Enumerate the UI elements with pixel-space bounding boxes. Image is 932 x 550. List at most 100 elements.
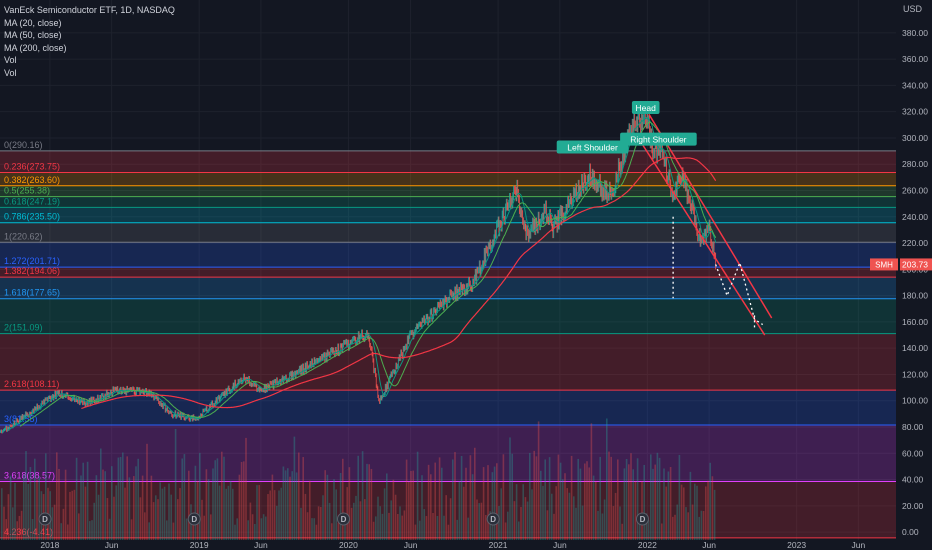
fib-zone	[0, 424, 896, 482]
volume-bar	[405, 459, 408, 540]
volume-bar	[278, 490, 280, 540]
volume-bar	[520, 506, 522, 540]
volume-bar	[656, 452, 659, 540]
volume-bar	[526, 501, 529, 540]
legend-vol-1[interactable]: Vol	[4, 55, 17, 65]
volume-bar	[122, 452, 124, 540]
volume-bar	[192, 513, 194, 540]
pattern-label: Left Shoulder	[567, 142, 618, 152]
volume-bar	[34, 458, 36, 540]
volume-bar	[161, 488, 164, 540]
volume-bar	[566, 488, 568, 540]
volume-bar	[210, 514, 212, 540]
fib-level-label: 2.618(108.11)	[4, 379, 59, 389]
volume-bar	[705, 486, 707, 540]
volume-bar	[348, 467, 351, 540]
volume-bar	[331, 523, 333, 540]
dividend-icon	[337, 512, 351, 526]
current-price-tag	[900, 258, 932, 271]
volume-bar	[344, 523, 346, 540]
volume-bar	[529, 452, 531, 540]
symbol-tag	[870, 258, 898, 271]
volume-bar	[586, 461, 588, 540]
volume-bar	[75, 457, 78, 540]
legend-ma20[interactable]: MA (20, close)	[4, 17, 62, 28]
volume-bar	[544, 459, 546, 540]
volume-bar	[485, 514, 487, 540]
volume-bar	[280, 487, 282, 540]
volume-bar	[289, 476, 291, 540]
dividend-icon	[38, 512, 52, 526]
volume-bar	[58, 468, 60, 540]
fib-level-label: 1.382(194.06)	[4, 266, 60, 276]
volume-bar	[579, 468, 582, 540]
volume-bar	[469, 455, 472, 540]
time-tick-label: 2020	[339, 540, 358, 550]
fib-level-label: 0.382(263.60)	[4, 175, 60, 185]
dividend-icon	[187, 512, 201, 526]
legend-ma50[interactable]: MA (50, close)	[4, 30, 62, 40]
volume-bar	[84, 486, 87, 540]
volume-bar	[240, 461, 243, 540]
legend-ma200[interactable]: MA (200, close)	[4, 42, 67, 53]
pattern-label-box	[620, 132, 697, 146]
time-tick-label: Jun	[852, 540, 866, 550]
volume-bar	[625, 458, 628, 540]
legend-vol-2[interactable]: Vol	[4, 67, 17, 78]
channel-upper-line	[648, 113, 773, 319]
volume-bar	[531, 489, 533, 540]
volume-bar	[496, 463, 498, 540]
volume-bar	[282, 466, 285, 540]
volume-bar	[368, 464, 370, 540]
volume-bar	[194, 465, 197, 540]
volume-bar	[617, 459, 619, 540]
volume-bar	[634, 481, 637, 540]
volume-bar	[333, 479, 335, 540]
price-tick-label: 60.00	[902, 448, 924, 458]
volume-bar	[474, 447, 476, 540]
volume-bar	[366, 463, 368, 540]
volume-bar	[364, 499, 366, 540]
symbol-title[interactable]: VanEck Semiconductor ETF, 1D, NASDAQ	[4, 5, 175, 15]
volume-bar	[652, 468, 654, 540]
volume-bar	[553, 513, 555, 540]
time-tick-label: Jun	[553, 540, 567, 550]
volume-bar	[350, 507, 353, 540]
volume-bar	[322, 495, 324, 540]
volume-bar	[491, 472, 494, 540]
volume-bar	[51, 507, 54, 540]
volume-bar	[489, 511, 491, 540]
volume-bar	[524, 497, 527, 540]
ma-20-line	[7, 116, 717, 431]
volume-bar	[315, 524, 318, 540]
dividend-icon-label: D	[341, 515, 347, 524]
volume-bar	[201, 499, 203, 540]
volume-bar	[133, 476, 135, 540]
fib-level-label: 2(151.09)	[4, 323, 43, 333]
volume-bar	[410, 470, 412, 540]
volume-bar	[67, 524, 69, 540]
volume-bar	[78, 513, 80, 540]
price-tick-label: 40.00	[902, 475, 924, 485]
volume-bar	[370, 468, 373, 540]
volume-bar	[614, 492, 617, 540]
volume-bar	[599, 456, 601, 540]
volume-bar	[137, 458, 139, 540]
price-tick-label: 160.00	[902, 317, 928, 327]
volume-bar	[172, 522, 175, 540]
volume-bar	[562, 479, 564, 540]
volume-bar	[430, 474, 432, 540]
dividend-icon-label: D	[490, 515, 496, 524]
volume-bar	[449, 498, 452, 540]
dividend-icon-label: D	[640, 515, 646, 524]
volume-bar	[262, 514, 265, 540]
volume-bar	[53, 504, 56, 540]
volume-bar	[647, 520, 650, 540]
volume-bar	[311, 518, 313, 540]
currency-label: USD	[903, 4, 923, 14]
volume-bar	[665, 486, 667, 540]
volume-bar	[152, 502, 155, 540]
